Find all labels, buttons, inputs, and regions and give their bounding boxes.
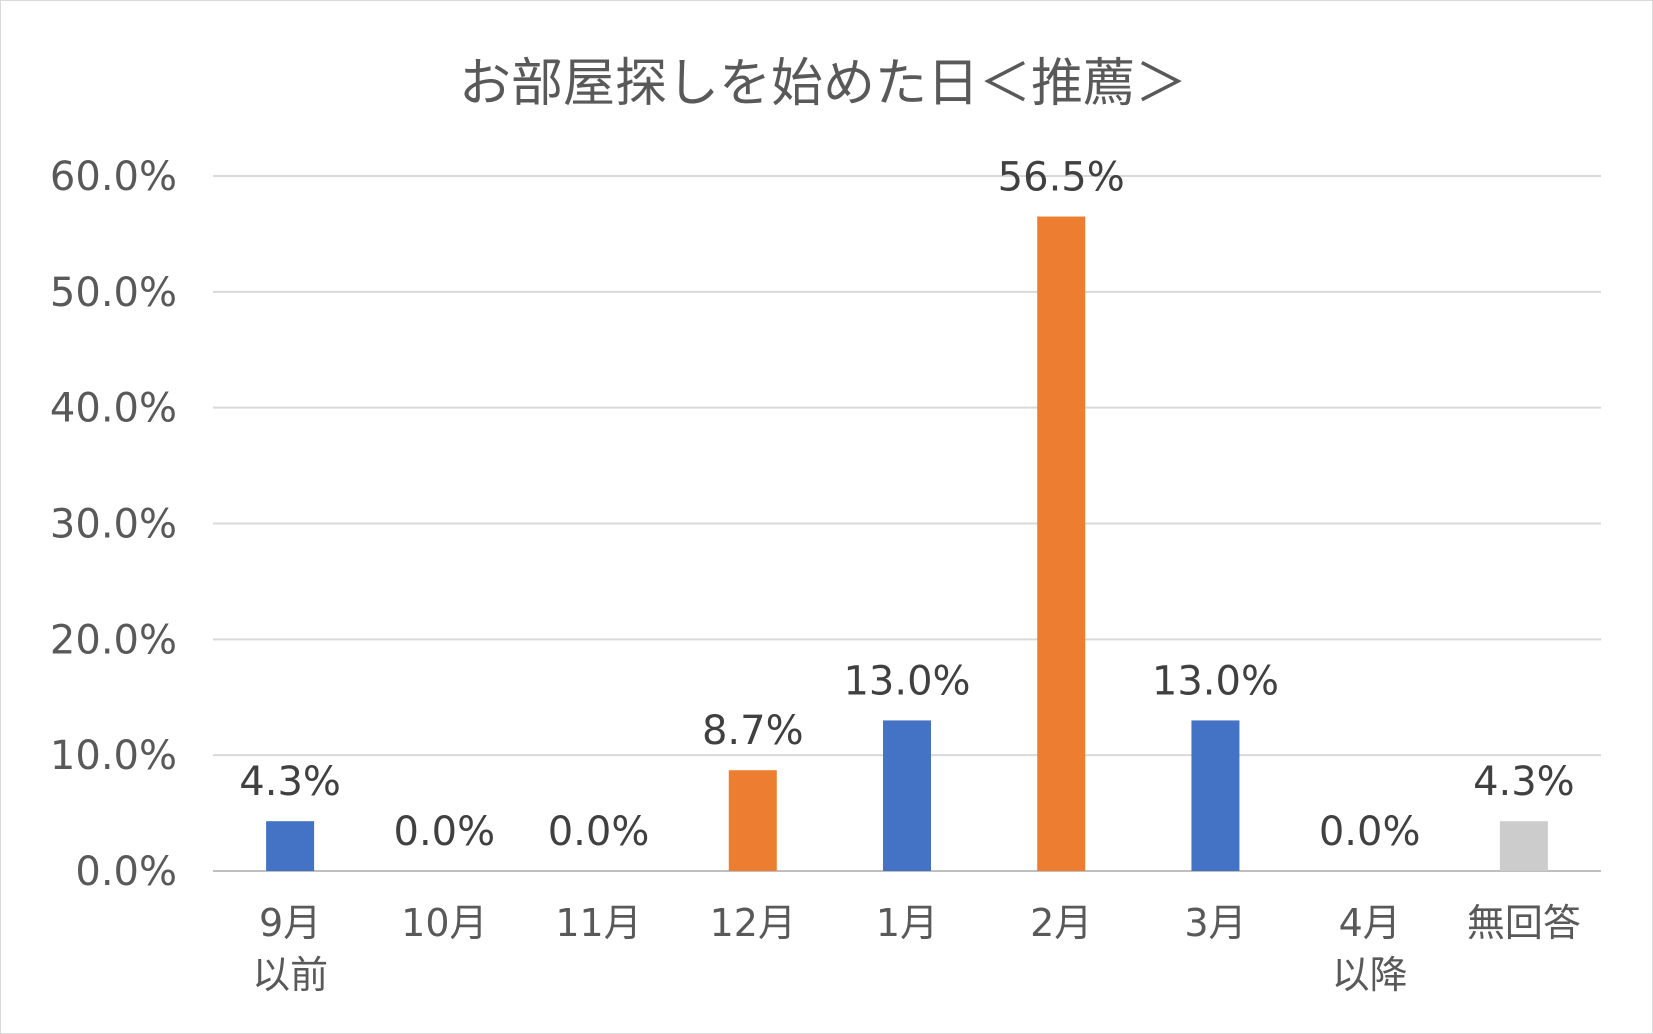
bars: [266, 216, 1548, 871]
x-category-label: 1月: [876, 901, 938, 945]
x-category-label: 以降: [1332, 953, 1408, 997]
x-category-label: 2月: [1030, 901, 1092, 945]
y-tick-label: 40.0%: [50, 386, 177, 432]
data-label: 0.0%: [394, 809, 496, 855]
data-label: 0.0%: [1319, 809, 1421, 855]
x-category-label: 11月: [555, 901, 641, 945]
y-tick-label: 10.0%: [50, 733, 177, 779]
y-axis-ticks: 0.0% 10.0% 20.0% 30.0% 40.0% 50.0% 60.0%: [50, 154, 177, 895]
x-category-label: 以前: [252, 953, 328, 997]
x-category-label: 9月: [259, 901, 321, 945]
x-category-label: 10月: [401, 901, 487, 945]
bar: [1499, 821, 1548, 871]
y-tick-label: 50.0%: [50, 270, 177, 316]
y-tick-label: 60.0%: [50, 154, 177, 200]
data-labels: 4.3% 0.0% 0.0% 8.7% 13.0% 56.5% 13.0% 0.0% 4.3%: [239, 155, 1574, 855]
y-tick-label: 20.0%: [50, 617, 177, 663]
data-label: 0.0%: [548, 809, 650, 855]
bar: [883, 720, 931, 871]
data-label: 4.3%: [239, 759, 341, 805]
grid-lines: [213, 175, 1601, 872]
bar: [728, 770, 777, 871]
data-label: 4.3%: [1473, 759, 1575, 805]
bar: [1191, 720, 1240, 871]
data-label: 13.0%: [1152, 658, 1279, 704]
x-category-label: 無回答: [1467, 901, 1581, 945]
data-label: 8.7%: [702, 708, 804, 754]
chart-title: お部屋探しを始めた日＜推薦＞: [459, 54, 1187, 114]
bar: [1037, 216, 1086, 871]
x-category-label: 4月: [1339, 901, 1401, 945]
bar: [266, 821, 315, 871]
y-tick-label: 0.0%: [75, 849, 177, 895]
x-category-label: 12月: [710, 901, 796, 945]
data-label: 56.5%: [998, 155, 1125, 201]
data-label: 13.0%: [843, 658, 970, 704]
x-category-label: 3月: [1184, 901, 1246, 945]
y-tick-label: 30.0%: [50, 502, 177, 548]
